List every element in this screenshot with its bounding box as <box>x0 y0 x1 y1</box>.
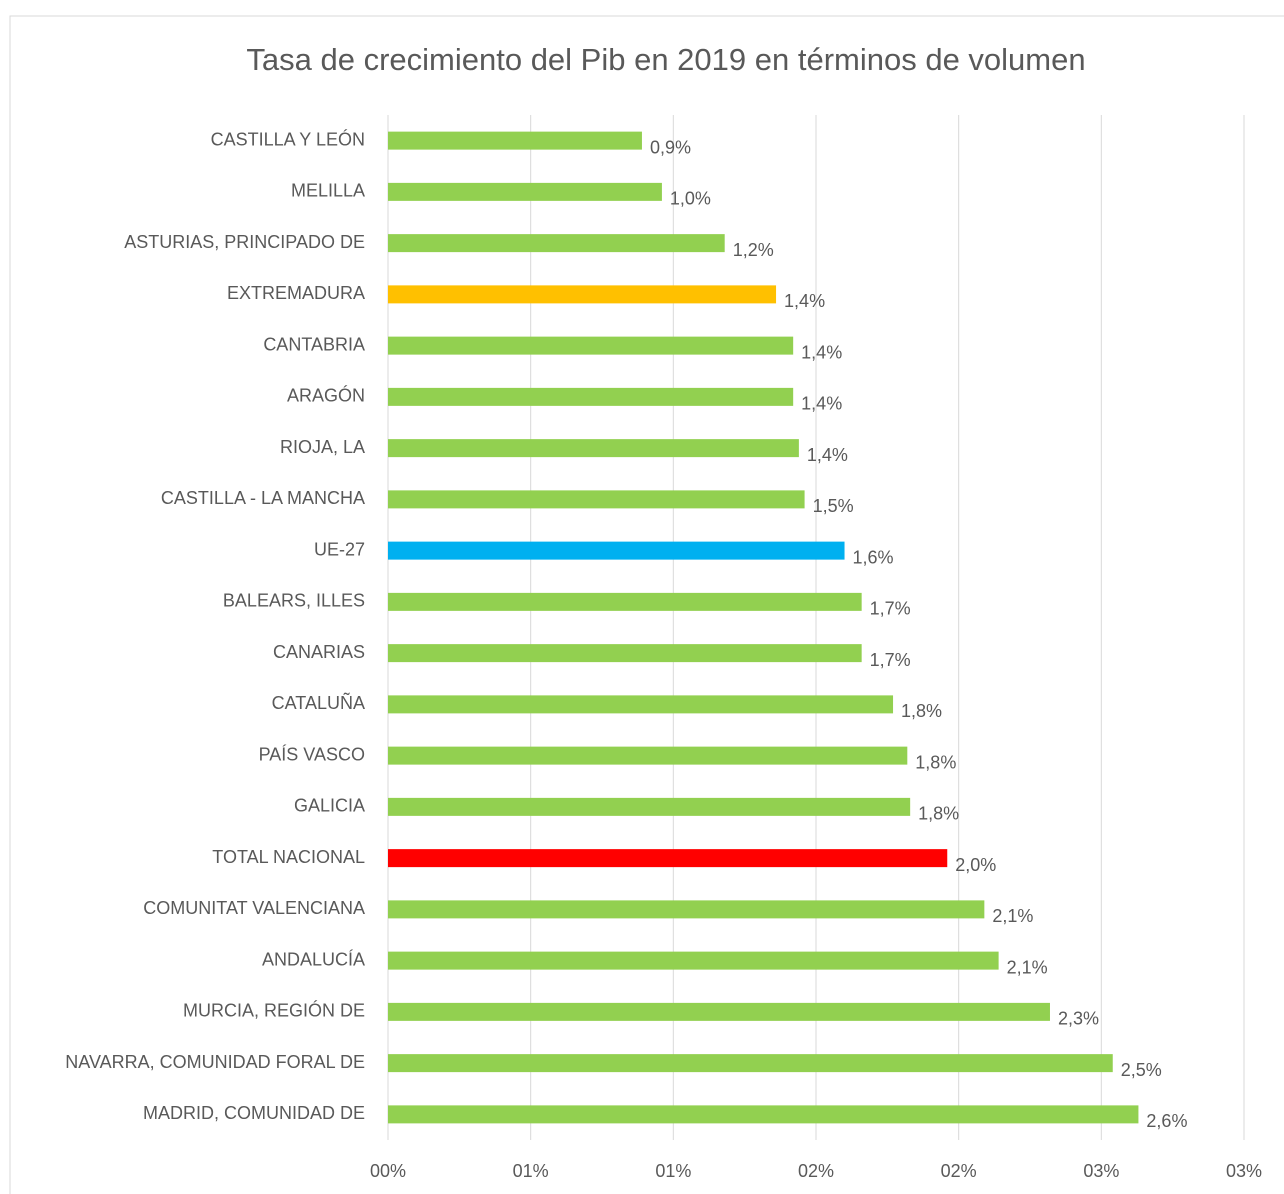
x-tick-label: 02% <box>798 1161 834 1181</box>
y-tick-label: CASTILLA - LA MANCHA <box>161 488 365 508</box>
x-tick-label: 03% <box>1226 1161 1262 1181</box>
y-tick-label: ARAGÓN <box>287 385 365 406</box>
y-tick-label: MURCIA, REGIÓN DE <box>183 1000 365 1021</box>
data-label: 1,8% <box>915 752 956 772</box>
y-tick-label: ASTURIAS, PRINCIPADO DE <box>124 232 365 252</box>
y-tick-label: RIOJA, LA <box>280 437 365 457</box>
y-tick-label: PAÍS VASCO <box>259 744 365 764</box>
bar <box>388 1002 1050 1021</box>
bar <box>388 951 999 970</box>
data-label: 1,7% <box>870 599 911 619</box>
bar <box>388 490 805 509</box>
data-label: 1,4% <box>801 342 842 362</box>
data-label: 0,9% <box>650 137 691 157</box>
y-tick-label: CANTABRIA <box>263 334 365 354</box>
bar <box>388 336 794 355</box>
y-tick-label: UE-27 <box>314 539 365 559</box>
y-tick-label: ANDALUCÍA <box>262 949 365 969</box>
data-label: 1,4% <box>807 445 848 465</box>
data-label: 1,7% <box>870 650 911 670</box>
data-label: 1,6% <box>853 547 894 567</box>
data-label: 1,0% <box>670 189 711 209</box>
bar <box>388 131 642 150</box>
x-tick-label: 02% <box>941 1161 977 1181</box>
y-tick-label: CANARIAS <box>273 642 365 662</box>
data-label: 2,1% <box>1007 957 1048 977</box>
x-tick-label: 01% <box>655 1161 691 1181</box>
y-tick-label: COMUNITAT VALENCIANA <box>143 898 365 918</box>
y-tick-label: GALICIA <box>294 796 365 816</box>
bar <box>388 644 862 663</box>
bar <box>388 285 777 304</box>
data-label: 1,8% <box>918 804 959 824</box>
y-tick-label: BALEARS, ILLES <box>223 591 365 611</box>
x-tick-label: 01% <box>513 1161 549 1181</box>
bar <box>388 541 845 560</box>
y-tick-label: MELILLA <box>291 181 365 201</box>
bar <box>388 695 894 714</box>
data-label: 2,0% <box>955 855 996 875</box>
y-tick-label: EXTREMADURA <box>227 283 365 303</box>
bar <box>388 234 725 253</box>
data-label: 2,1% <box>992 906 1033 926</box>
x-tick-label: 03% <box>1083 1161 1119 1181</box>
data-label: 1,4% <box>801 394 842 414</box>
bar <box>388 797 911 816</box>
bar <box>388 900 985 919</box>
y-tick-label: NAVARRA, COMUNIDAD FORAL DE <box>65 1052 365 1072</box>
data-label: 1,2% <box>733 240 774 260</box>
y-tick-label: TOTAL NACIONAL <box>212 847 365 867</box>
bar <box>388 849 948 868</box>
data-label: 2,5% <box>1121 1060 1162 1080</box>
data-label: 1,4% <box>784 291 825 311</box>
data-label: 1,8% <box>901 701 942 721</box>
bar <box>388 746 908 765</box>
bar <box>388 592 862 611</box>
y-tick-label: MADRID, COMUNIDAD DE <box>143 1103 365 1123</box>
data-label: 1,5% <box>813 496 854 516</box>
bar <box>388 182 662 201</box>
bar <box>388 1054 1113 1073</box>
bar <box>388 439 799 458</box>
y-tick-label: CASTILLA Y LEÓN <box>211 128 365 149</box>
chart-border <box>9 15 1284 1194</box>
y-tick-label: CATALUÑA <box>272 692 365 713</box>
bar <box>388 387 794 406</box>
data-label: 2,6% <box>1146 1111 1187 1131</box>
data-label: 2,3% <box>1058 1009 1099 1029</box>
chart-title: Tasa de crecimiento del Pib en 2019 en t… <box>246 42 1085 77</box>
bar <box>388 1105 1139 1124</box>
x-tick-label: 00% <box>370 1161 406 1181</box>
